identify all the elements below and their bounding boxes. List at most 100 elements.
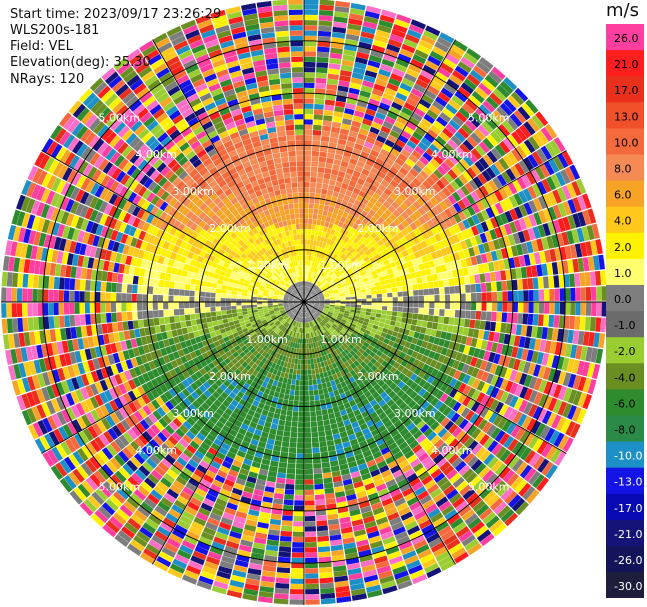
- range-gate: [447, 194, 457, 205]
- range-gate: [289, 330, 293, 336]
- range-gate: [539, 339, 547, 352]
- range-gate: [435, 390, 444, 400]
- range-gate: [340, 253, 346, 260]
- range-gate: [161, 457, 173, 469]
- range-gate: [383, 323, 390, 329]
- range-gate: [160, 497, 174, 508]
- range-gate: [464, 275, 470, 285]
- range-gate: [379, 575, 395, 585]
- range-gate: [312, 308, 317, 312]
- range-gate: [381, 469, 392, 479]
- range-gate: [238, 445, 248, 453]
- range-gate: [412, 462, 424, 473]
- range-gate: [298, 422, 304, 428]
- range-gate: [343, 287, 350, 291]
- range-gate: [409, 530, 423, 540]
- range-gate: [305, 317, 308, 323]
- range-gate: [429, 295, 435, 302]
- range-gate: [354, 165, 363, 173]
- range-gate: [308, 338, 311, 344]
- range-gate: [365, 259, 372, 266]
- range-gate: [314, 298, 320, 301]
- range-gate: [243, 435, 252, 444]
- range-gate: [221, 412, 230, 421]
- range-gate: [415, 466, 427, 477]
- range-gate: [380, 243, 387, 251]
- range-gate: [324, 221, 330, 228]
- range-gate: [590, 240, 598, 255]
- range-gate: [369, 256, 376, 263]
- range-gate: [321, 456, 330, 463]
- range-gate: [575, 302, 581, 316]
- range-gate: [343, 150, 352, 158]
- range-gate: [365, 338, 372, 345]
- range-gate: [440, 264, 447, 273]
- range-gate: [257, 402, 265, 410]
- range-gate: [370, 49, 384, 59]
- range-gate: [312, 307, 317, 311]
- range-gate: [439, 230, 447, 240]
- range-gate: [269, 428, 277, 435]
- range-gate: [306, 306, 309, 312]
- range-gate: [306, 271, 309, 277]
- range-gate: [192, 422, 203, 432]
- range-gate: [458, 343, 466, 353]
- range-gate: [328, 450, 337, 457]
- range-gate: [428, 186, 438, 197]
- range-gate: [422, 151, 433, 162]
- range-gate: [381, 310, 387, 315]
- range-gate: [409, 412, 419, 422]
- range-gate: [300, 322, 302, 328]
- range-gate: [416, 514, 430, 525]
- range-gate: [282, 436, 290, 443]
- range-gate: [451, 191, 462, 202]
- range-gate: [417, 283, 424, 290]
- range-gate: [334, 580, 349, 588]
- range-gate: [382, 302, 388, 306]
- range-gate: [337, 209, 344, 216]
- range-gate: [446, 468, 458, 480]
- range-gate: [355, 138, 365, 146]
- range-gate: [477, 418, 488, 431]
- range-gate: [365, 311, 371, 316]
- range-gate: [333, 310, 340, 314]
- range-gate: [527, 404, 538, 418]
- range-gate: [400, 545, 415, 555]
- range-gate: [304, 25, 318, 31]
- range-gate: [544, 340, 552, 354]
- range-gate: [359, 354, 366, 361]
- range-gate: [182, 420, 193, 430]
- range-gate: [309, 405, 316, 412]
- range-gate: [406, 335, 414, 343]
- range-gate: [436, 179, 446, 190]
- range-gate: [369, 331, 376, 338]
- range-gate: [513, 397, 524, 411]
- range-gate: [304, 244, 307, 250]
- range-gate: [372, 506, 385, 516]
- range-gate: [304, 187, 310, 193]
- range-gate: [396, 455, 407, 465]
- range-gate: [416, 339, 424, 347]
- range-gate: [295, 310, 299, 315]
- range-gate: [429, 158, 440, 169]
- range-gate: [219, 429, 229, 438]
- range-gate: [293, 505, 304, 511]
- range-gate: [349, 247, 356, 254]
- range-gate: [457, 393, 467, 404]
- range-gate: [336, 326, 342, 332]
- range-gate: [411, 574, 428, 585]
- range-gate: [523, 254, 531, 266]
- range-gate: [425, 60, 439, 71]
- range-gate: [294, 395, 300, 401]
- range-gate: [296, 458, 304, 464]
- range-gate: [577, 392, 587, 408]
- range-gate: [528, 376, 538, 389]
- range-gate: [442, 465, 455, 476]
- range-gate: [298, 333, 301, 339]
- range-gate: [304, 218, 308, 224]
- range-gate: [304, 500, 315, 506]
- range-gate: [272, 418, 279, 425]
- range-gate: [268, 367, 275, 374]
- range-gate: [206, 420, 215, 429]
- range-gate: [370, 270, 377, 276]
